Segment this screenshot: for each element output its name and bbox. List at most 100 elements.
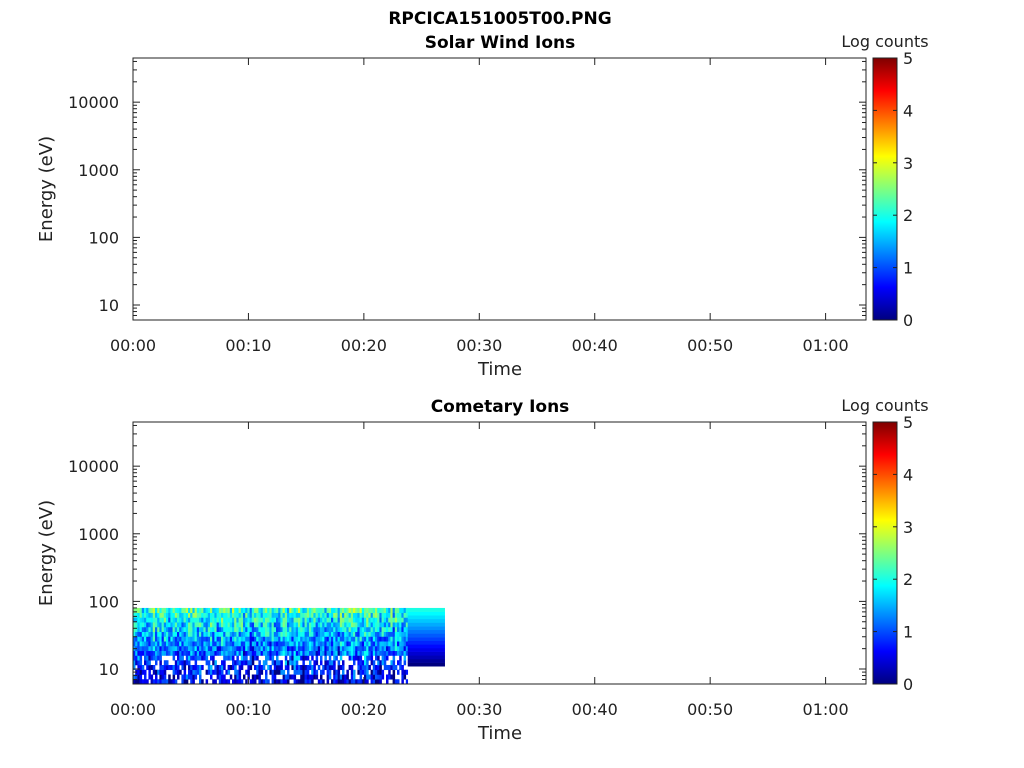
heatmap-cell bbox=[223, 631, 226, 637]
heatmap-cell bbox=[370, 674, 374, 680]
heatmap-cell bbox=[207, 641, 211, 647]
heatmap-cell bbox=[306, 626, 310, 633]
heatmap-cell bbox=[333, 669, 336, 675]
heatmap-cell bbox=[302, 664, 305, 671]
heatmap-cell bbox=[247, 636, 250, 642]
heatmap-cell bbox=[331, 617, 334, 623]
heatmap-cell bbox=[212, 660, 215, 666]
heatmap-cell bbox=[174, 679, 178, 685]
heatmap-cell bbox=[361, 645, 365, 652]
heatmap-cell bbox=[135, 617, 138, 623]
heatmap-cell bbox=[267, 617, 270, 623]
heatmap-cell bbox=[364, 645, 367, 652]
heatmap-cell bbox=[386, 607, 389, 613]
heatmap-cell bbox=[196, 641, 200, 647]
heatmap-cell bbox=[265, 607, 268, 613]
heatmap-cell bbox=[407, 618, 445, 623]
heatmap-cell bbox=[155, 660, 158, 666]
heatmap-cell bbox=[205, 645, 209, 652]
heatmap-cell bbox=[179, 612, 182, 618]
heatmap-cell bbox=[238, 631, 242, 637]
heatmap-cell bbox=[240, 660, 244, 666]
heatmap-cell bbox=[181, 636, 184, 642]
heatmap-cell bbox=[146, 626, 149, 633]
heatmap-cell bbox=[234, 612, 237, 618]
heatmap-cell bbox=[201, 664, 204, 671]
heatmap-cell bbox=[214, 631, 217, 637]
heatmap-cell bbox=[344, 674, 347, 680]
heatmap-cell bbox=[407, 637, 445, 642]
heatmap-cell bbox=[243, 626, 246, 633]
heatmap-cell bbox=[372, 664, 376, 671]
heatmap-cell bbox=[133, 612, 136, 618]
heatmap-cell bbox=[192, 655, 195, 661]
heatmap-cell bbox=[278, 626, 281, 633]
heatmap-cell bbox=[205, 622, 209, 628]
heatmap-cell bbox=[181, 612, 184, 618]
heatmap-cell bbox=[256, 655, 259, 661]
heatmap-cell bbox=[295, 645, 299, 652]
heatmap-cell bbox=[407, 651, 445, 656]
heatmap-cell bbox=[254, 617, 257, 623]
panel-title: Cometary Ions bbox=[431, 397, 570, 417]
heatmap-cell bbox=[161, 617, 165, 623]
heatmap-cell bbox=[401, 679, 404, 685]
heatmap-cell bbox=[243, 674, 246, 680]
heatmap-cell bbox=[260, 617, 264, 623]
heatmap-cell bbox=[133, 664, 136, 671]
heatmap-cell bbox=[315, 612, 319, 618]
heatmap-cell bbox=[377, 660, 380, 666]
heatmap-cell bbox=[357, 617, 360, 623]
heatmap-cell bbox=[168, 645, 171, 652]
heatmap-cell bbox=[311, 626, 314, 633]
heatmap-cell bbox=[353, 622, 356, 628]
heatmap-cell bbox=[133, 617, 136, 623]
heatmap-cell bbox=[353, 650, 356, 656]
heatmap-cell bbox=[278, 660, 281, 666]
heatmap-cell bbox=[232, 650, 235, 656]
heatmap-cell bbox=[148, 612, 151, 618]
heatmap-cell bbox=[148, 655, 151, 661]
heatmap-cell bbox=[401, 612, 404, 618]
heatmap-cell bbox=[403, 655, 407, 661]
heatmap-cell bbox=[163, 607, 167, 613]
heatmap-cell bbox=[399, 626, 402, 633]
heatmap-cell bbox=[289, 636, 292, 642]
heatmap-cell bbox=[232, 664, 235, 671]
heatmap-cell bbox=[221, 636, 224, 642]
heatmap-cell bbox=[214, 612, 217, 618]
heatmap-cell bbox=[152, 631, 156, 637]
heatmap-cell bbox=[137, 645, 140, 652]
x-tick-label: 00:20 bbox=[341, 336, 387, 355]
heatmap-cell bbox=[368, 631, 371, 637]
heatmap-cell bbox=[181, 617, 184, 623]
heatmap-cell bbox=[278, 669, 281, 675]
heatmap-cell bbox=[392, 636, 396, 642]
heatmap-cell bbox=[386, 641, 389, 647]
heatmap-cell bbox=[276, 650, 279, 656]
heatmap-cell bbox=[214, 636, 217, 642]
heatmap-cell bbox=[386, 650, 389, 656]
heatmap-cell bbox=[223, 650, 226, 656]
heatmap-cell bbox=[205, 612, 209, 618]
colorbar-tick-label: 3 bbox=[903, 154, 913, 173]
heatmap-cell bbox=[234, 622, 237, 628]
heatmap-cell bbox=[234, 664, 237, 671]
heatmap-cell bbox=[188, 650, 191, 656]
heatmap-cell bbox=[137, 660, 140, 666]
heatmap-cell bbox=[339, 664, 343, 671]
heatmap-cell bbox=[350, 641, 354, 647]
heatmap-cell bbox=[234, 641, 237, 647]
heatmap-cell bbox=[157, 631, 160, 637]
heatmap-cell bbox=[295, 636, 299, 642]
heatmap-cell bbox=[320, 650, 323, 656]
heatmap-cell bbox=[324, 650, 327, 656]
heatmap-cell bbox=[298, 641, 301, 647]
heatmap-cell bbox=[214, 669, 217, 675]
heatmap-cell bbox=[152, 612, 156, 618]
heatmap-cell bbox=[223, 641, 226, 647]
heatmap-cell bbox=[320, 674, 323, 680]
heatmap-cell bbox=[390, 674, 393, 680]
heatmap-cell bbox=[188, 617, 191, 623]
